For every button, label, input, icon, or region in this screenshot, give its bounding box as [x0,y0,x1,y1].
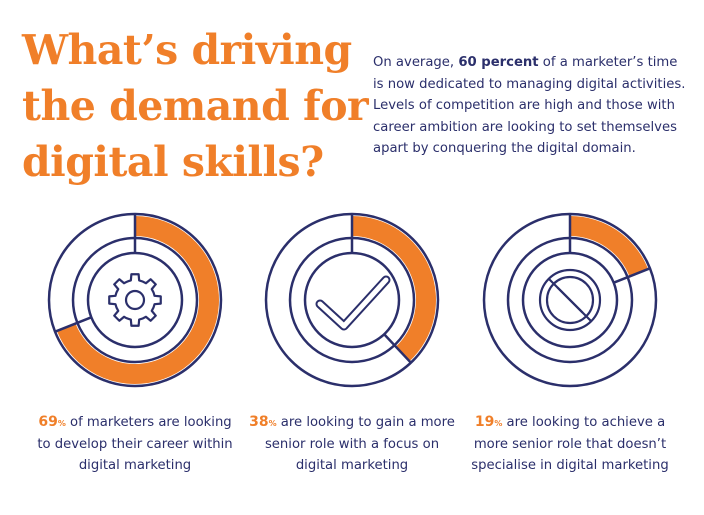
intro-text-before: On average, [373,55,459,70]
donut-1-middle-ring [71,236,199,364]
caption-3: 19% are looking to achieve a more senior… [465,412,675,476]
caption-3-unit: % [494,419,503,428]
donut-2-middle-ring [288,236,416,364]
caption-2-value: 38 [249,414,269,430]
checkmark-icon [315,275,391,331]
donut-chart-3 [482,212,658,388]
caption-1: 69% of marketers are looking to develop … [30,412,240,476]
gear-hub [124,289,146,311]
caption-2: 38% are looking to gain a more senior ro… [247,412,457,476]
donut-chart-2 [264,212,440,388]
prohibited-slash-b [556,286,592,322]
gear-icon [108,273,162,327]
gear-outline [108,273,162,327]
donut-1-value-slice [56,216,219,384]
intro-paragraph: On average, 60 percent of a marketer’s t… [373,52,691,160]
headline-line-3: digital skills? [22,138,324,186]
headline-line-1: What’s driving [22,26,352,74]
caption-1-unit: % [57,419,66,428]
checkmark-inner [317,277,389,329]
caption-3-text: are looking to achieve a more senior rol… [471,415,669,473]
donut-1-inner-ring [86,251,184,349]
caption-2-text: are looking to gain a more senior role w… [264,415,455,473]
prohibited-inner-ring [545,275,595,325]
headline: What’s driving the demand for digital sk… [22,22,369,190]
donut-charts [0,210,704,390]
caption-2-unit: % [268,419,277,428]
donut-3-end-divider [613,267,651,284]
prohibited-outer-ring [538,268,602,332]
donut-1-end-divider [54,316,92,333]
intro-text-after: of a marketer’s time is now dedicated to… [373,55,686,156]
headline-line-2: the demand for [22,82,369,130]
caption-1-text: of marketers are looking to develop thei… [37,415,233,473]
caption-3-value: 19 [474,414,495,430]
donut-2-end-divider [383,333,412,364]
donut-3-value-slice [570,216,649,277]
intro-highlight: 60 percent [458,55,539,70]
caption-1-value: 69 [38,414,58,430]
donut-2-value-slice [352,216,437,362]
donut-chart-1 [47,212,223,388]
prohibited-icon [538,268,602,332]
